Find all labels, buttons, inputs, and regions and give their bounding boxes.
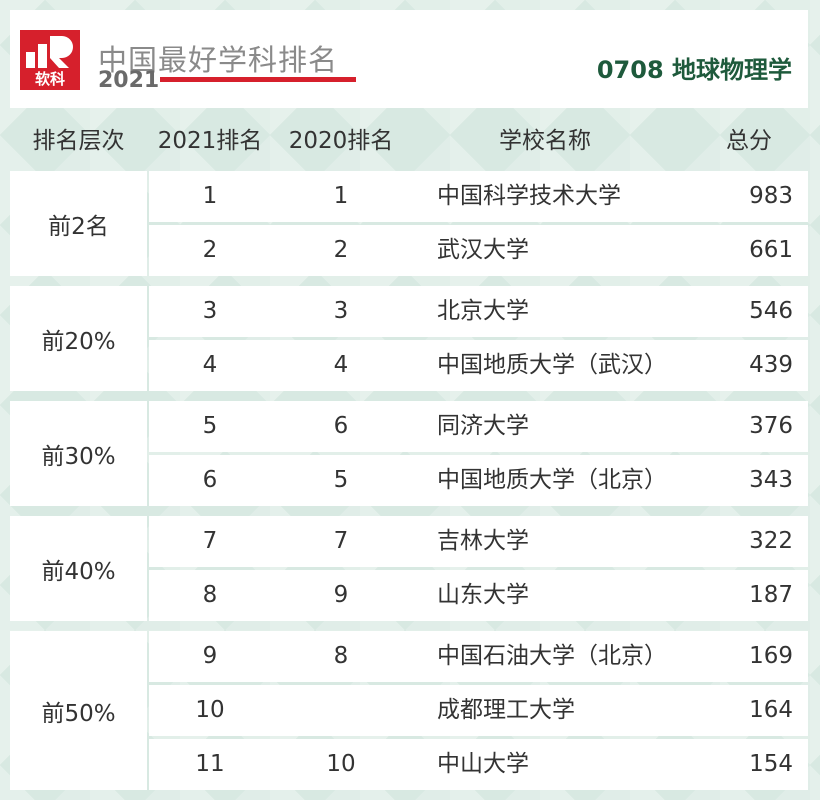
school-name-cell: 武汉大学 xyxy=(437,237,529,263)
rank-2021-cell: 4 xyxy=(202,352,218,378)
logo-text: 软科 xyxy=(35,70,65,88)
tier-group: 前50% 9 8 中国石油大学（北京） 169 10 成都理工大学 164 11 10 中山大学 15… xyxy=(10,631,808,790)
table-row: 6 5 中国地质大学（北京） 343 xyxy=(149,455,808,506)
header-banner: 软科 中国最好学科排名 2021 0708 地球物理学 xyxy=(10,10,808,108)
school-name-cell: 北京大学 xyxy=(437,298,529,324)
discipline-title: 0708 地球物理学 xyxy=(596,56,792,84)
total-score-cell: 187 xyxy=(749,582,793,608)
rank-2020-cell: 5 xyxy=(333,467,349,493)
school-name-cell: 中国科学技术大学 xyxy=(437,183,621,209)
tier-label: 前20% xyxy=(10,286,147,391)
total-score-cell: 983 xyxy=(749,183,793,209)
school-name-cell: 中山大学 xyxy=(437,751,529,777)
rank-2021-cell: 5 xyxy=(202,413,218,439)
rank-2020-cell: 4 xyxy=(333,352,349,378)
total-score-cell: 322 xyxy=(749,528,793,554)
rank-2020-cell xyxy=(279,685,403,736)
total-score-cell: 343 xyxy=(749,467,793,493)
rank-2020-cell: 2 xyxy=(333,237,349,263)
rank-2021-cell: 9 xyxy=(202,643,218,669)
rank-2020-cell: 8 xyxy=(333,643,349,669)
column-header-rank-2021: 2021排名 xyxy=(157,128,263,154)
rank-2021-cell: 1 xyxy=(202,183,218,209)
shanghairanking-logo-icon: 软科 xyxy=(20,30,80,90)
rank-2021-cell: 10 xyxy=(195,697,225,723)
tier-label: 前30% xyxy=(10,401,147,506)
rank-2020-cell: 1 xyxy=(333,183,349,209)
column-header-school: 学校名称 xyxy=(499,128,591,154)
total-score-cell: 169 xyxy=(749,643,793,669)
table-row: 11 10 中山大学 154 xyxy=(149,739,808,790)
brand-title: 中国最好学科排名 xyxy=(98,43,339,77)
total-score-cell: 164 xyxy=(749,697,793,723)
total-score-cell: 376 xyxy=(749,413,793,439)
rank-2021-cell: 6 xyxy=(202,467,218,493)
rank-2020-cell: 9 xyxy=(333,582,349,608)
total-score-cell: 546 xyxy=(749,298,793,324)
rank-2021-cell: 3 xyxy=(202,298,218,324)
school-name-cell: 中国地质大学（北京） xyxy=(437,467,667,493)
column-header-tier: 排名层次 xyxy=(32,128,125,154)
school-name-cell: 同济大学 xyxy=(437,413,529,439)
tier-group: 前2名 1 1 中国科学技术大学 983 2 2 武汉大学 661 xyxy=(10,171,808,276)
rank-2020-cell: 7 xyxy=(333,528,349,554)
table-row: 2 2 武汉大学 661 xyxy=(149,225,808,276)
rank-2021-cell: 2 xyxy=(202,237,218,263)
tier-label: 前2名 xyxy=(10,171,147,276)
rank-2021-cell: 7 xyxy=(202,528,218,554)
total-score-cell: 154 xyxy=(749,751,793,777)
tier-group: 前30% 5 6 同济大学 376 6 5 中国地质大学（北京） 343 xyxy=(10,401,808,506)
school-name-cell: 吉林大学 xyxy=(437,528,529,554)
table-row: 7 7 吉林大学 322 xyxy=(149,516,808,567)
rank-2020-cell: 6 xyxy=(333,413,349,439)
brand-year: 2021 xyxy=(98,68,160,93)
column-header-score: 总分 xyxy=(726,128,772,154)
total-score-cell: 439 xyxy=(749,352,793,378)
school-name-cell: 成都理工大学 xyxy=(437,697,575,723)
tier-label: 前50% xyxy=(10,631,147,790)
school-name-cell: 山东大学 xyxy=(437,582,529,608)
table-row: 5 6 同济大学 376 xyxy=(149,401,808,452)
table-row: 8 9 山东大学 187 xyxy=(149,570,808,621)
table-row: 10 成都理工大学 164 xyxy=(149,685,808,736)
tier-group: 前40% 7 7 吉林大学 322 8 9 山东大学 187 xyxy=(10,516,808,621)
rank-2021-cell: 11 xyxy=(195,751,225,777)
rank-2021-cell: 8 xyxy=(202,582,218,608)
total-score-cell: 661 xyxy=(749,237,793,263)
school-name-cell: 中国石油大学（北京） xyxy=(437,643,667,669)
school-name-cell: 中国地质大学（武汉） xyxy=(437,352,667,378)
brand-underline xyxy=(160,77,356,82)
tier-label: 前40% xyxy=(10,516,147,621)
column-header-rank-2020: 2020排名 xyxy=(288,128,394,154)
tier-group: 前20% 3 3 北京大学 546 4 4 中国地质大学（武汉） 439 xyxy=(10,286,808,391)
table-row: 3 3 北京大学 546 xyxy=(149,286,808,337)
rank-2020-cell: 10 xyxy=(326,751,356,777)
table-row: 9 8 中国石油大学（北京） 169 xyxy=(149,631,808,682)
table-row: 1 1 中国科学技术大学 983 xyxy=(149,171,808,222)
rank-2020-cell: 3 xyxy=(333,298,349,324)
table-row: 4 4 中国地质大学（武汉） 439 xyxy=(149,340,808,391)
